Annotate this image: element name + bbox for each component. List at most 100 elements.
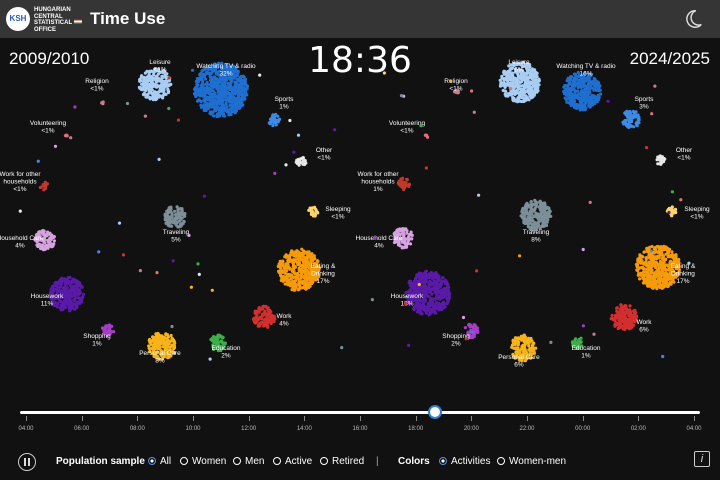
cluster-watching-tv-radio[interactable]	[192, 61, 250, 119]
cluster-volunteering[interactable]	[423, 133, 430, 139]
person-dot	[513, 81, 517, 85]
cluster-work-for-other-households[interactable]	[396, 176, 412, 192]
person-dot	[659, 248, 664, 252]
radio-selected-icon[interactable]	[148, 457, 156, 465]
person-dot	[199, 105, 204, 109]
stray-dot	[197, 272, 201, 276]
cluster-work-for-other-households[interactable]	[38, 180, 50, 192]
cluster-household-care[interactable]	[33, 229, 57, 252]
person-dot	[638, 277, 642, 281]
moon-icon[interactable]	[682, 8, 704, 30]
person-dot	[176, 210, 180, 214]
person-dot	[233, 83, 237, 87]
population-option-active[interactable]: Active	[273, 456, 312, 467]
timeline-tick	[193, 416, 194, 421]
activity-label: Leisure 6%	[508, 59, 530, 74]
person-dot	[42, 229, 46, 234]
option-label: Retired	[332, 456, 365, 467]
population-option-retired[interactable]: Retired	[320, 456, 364, 467]
person-dot	[162, 337, 167, 341]
cluster-leisure[interactable]	[137, 67, 173, 102]
timeline-slider[interactable]	[20, 411, 700, 414]
cluster-traveling[interactable]	[519, 198, 553, 232]
population-option-all[interactable]: All	[148, 456, 171, 467]
cluster-traveling[interactable]	[163, 205, 187, 229]
cluster-eating-drinking[interactable]	[276, 247, 322, 292]
person-dot	[532, 84, 536, 88]
person-dot	[36, 237, 40, 241]
cluster-sports[interactable]	[621, 109, 641, 129]
person-dot	[102, 332, 106, 336]
person-dot	[515, 346, 519, 350]
person-dot	[587, 79, 591, 83]
person-dot	[651, 259, 655, 263]
radio-icon[interactable]	[497, 457, 505, 465]
color-option-activities[interactable]: Activities	[439, 456, 490, 467]
person-dot	[579, 90, 583, 94]
person-dot	[517, 68, 521, 72]
person-dot	[586, 90, 590, 94]
person-dot	[76, 292, 80, 297]
person-dot	[106, 331, 110, 336]
person-dot	[623, 315, 627, 319]
person-dot	[530, 73, 534, 78]
person-dot	[410, 237, 414, 241]
cluster-housework[interactable]	[48, 275, 86, 313]
info-icon[interactable]: i	[694, 451, 710, 467]
cluster-education[interactable]	[209, 333, 227, 353]
person-dot	[525, 89, 529, 93]
cluster-leisure[interactable]	[498, 60, 541, 104]
cluster-other[interactable]	[294, 156, 308, 167]
person-dot	[658, 253, 663, 257]
person-dot	[543, 206, 547, 210]
cluster-work[interactable]	[251, 304, 277, 329]
cluster-work[interactable]	[609, 303, 639, 331]
stray-dot	[296, 133, 301, 137]
person-dot	[536, 83, 540, 87]
stray-dot	[117, 221, 122, 225]
time-use-visualization: Leisure <1% Watching TV & radio 32%Religion…	[0, 59, 710, 369]
cluster-volunteering[interactable]	[63, 133, 69, 138]
radio-icon[interactable]	[273, 457, 281, 465]
person-dot	[661, 254, 666, 258]
person-dot	[529, 200, 533, 204]
stray-dot	[670, 190, 675, 194]
radio-selected-icon[interactable]	[439, 457, 447, 465]
person-dot	[622, 122, 626, 126]
person-dot	[659, 283, 663, 287]
cluster-watching-tv-radio[interactable]	[562, 70, 603, 112]
person-dot	[642, 277, 646, 281]
radio-icon[interactable]	[180, 457, 188, 465]
pause-icon[interactable]	[18, 453, 36, 471]
radio-icon[interactable]	[233, 457, 241, 465]
person-dot	[427, 286, 431, 290]
person-dot	[272, 121, 276, 125]
stray-dot	[679, 198, 683, 202]
cluster-religion[interactable]	[100, 100, 105, 106]
person-dot	[584, 95, 588, 99]
activity-label: Work 4%	[276, 313, 292, 328]
population-option-women[interactable]: Women	[180, 456, 226, 467]
cluster-religion[interactable]	[453, 88, 460, 95]
person-dot	[142, 91, 146, 96]
person-dot	[154, 96, 158, 100]
radio-icon[interactable]	[320, 457, 328, 465]
transitioning-dots	[18, 68, 691, 361]
person-dot	[506, 78, 511, 82]
person-dot	[317, 266, 321, 270]
person-dot	[219, 84, 223, 88]
person-dot	[221, 103, 225, 107]
person-dot	[311, 214, 315, 218]
person-dot	[300, 281, 304, 285]
cluster-shopping[interactable]	[100, 323, 116, 338]
cluster-sports[interactable]	[267, 112, 282, 128]
cluster-sleeping[interactable]	[665, 205, 678, 218]
person-dot	[437, 295, 441, 299]
person-dot	[195, 91, 199, 95]
color-option-women-men[interactable]: Women-men	[497, 456, 566, 467]
cluster-sleeping[interactable]	[307, 205, 320, 218]
cluster-personal-care[interactable]	[147, 331, 177, 361]
population-option-men[interactable]: Men	[233, 456, 264, 467]
person-dot	[219, 78, 223, 82]
cluster-other[interactable]	[655, 154, 667, 166]
